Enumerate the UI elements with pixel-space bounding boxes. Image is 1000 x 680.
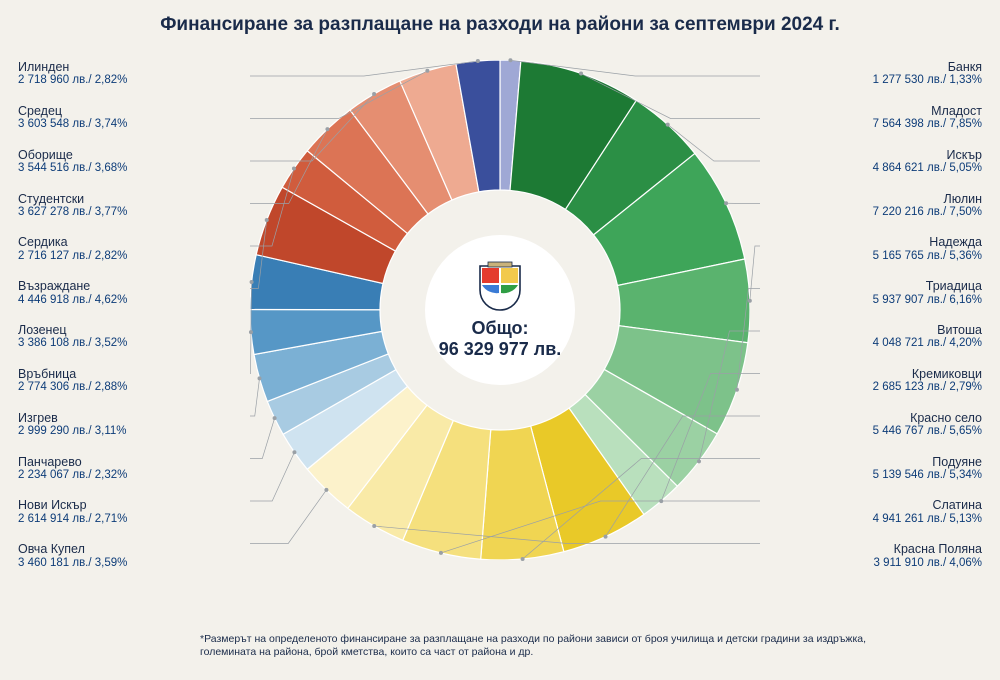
label-name: Нови Искър [18,498,248,512]
chart-title: Финансиране за разплащане на разходи на … [0,14,1000,36]
donut-chart: Общо: 96 329 977 лв. [250,60,750,560]
label-value: 2 716 127 лв./ 2,82% [18,250,248,263]
label-Триадица: Триадица5 937 907 лв./ 6,16% [752,279,982,307]
labels-right: Банкя1 277 530 лв./ 1,33% Младост7 564 39… [752,60,982,570]
total-value: 96 329 977 лв. [439,339,562,360]
label-name: Илинден [18,60,248,74]
label-value: 3 386 108 лв./ 3,52% [18,337,248,350]
label-value: 2 234 067 лв./ 2,32% [18,469,248,482]
label-name: Слатина [752,498,982,512]
label-name: Подуяне [752,455,982,469]
label-Възраждане: Възраждане4 446 918 лв./ 4,62% [18,279,248,307]
sofia-crest-icon [474,260,526,312]
label-name: Студентски [18,192,248,206]
label-value: 4 446 918 лв./ 4,62% [18,294,248,307]
total-label: Общо: [471,318,528,339]
label-Лозенец: Лозенец3 386 108 лв./ 3,52% [18,323,248,351]
label-name: Красно село [752,411,982,425]
label-value: 5 446 767 лв./ 5,65% [752,425,982,438]
label-value: 4 864 621 лв./ 5,05% [752,162,982,175]
labels-left: Илинден2 718 960 лв./ 2,82% Средец3 603 5… [18,60,248,570]
label-name: Красна Поляна [752,542,982,556]
label-name: Витоша [752,323,982,337]
label-name: Връбница [18,367,248,381]
label-value: 3 544 516 лв./ 3,68% [18,162,248,175]
label-name: Банкя [752,60,982,74]
label-Банкя: Банкя1 277 530 лв./ 1,33% [752,60,982,88]
label-Нови Искър: Нови Искър2 614 914 лв./ 2,71% [18,498,248,526]
label-Илинден: Илинден2 718 960 лв./ 2,82% [18,60,248,88]
label-value: 5 139 546 лв./ 5,34% [752,469,982,482]
label-Витоша: Витоша4 048 721 лв./ 4,20% [752,323,982,351]
chart-center: Общо: 96 329 977 лв. [425,235,575,385]
label-name: Младост [752,104,982,118]
label-Връбница: Връбница2 774 306 лв./ 2,88% [18,367,248,395]
label-value: 3 460 181 лв./ 3,59% [18,557,248,570]
label-Подуяне: Подуяне5 139 546 лв./ 5,34% [752,455,982,483]
label-Сердика: Сердика2 716 127 лв./ 2,82% [18,235,248,263]
label-value: 1 277 530 лв./ 1,33% [752,74,982,87]
label-Панчарево: Панчарево2 234 067 лв./ 2,32% [18,455,248,483]
label-name: Средец [18,104,248,118]
label-Изгрев: Изгрев2 999 290 лв./ 3,11% [18,411,248,439]
label-name: Изгрев [18,411,248,425]
label-name: Овча Купел [18,542,248,556]
label-Люлин: Люлин7 220 216 лв./ 7,50% [752,192,982,220]
label-Младост: Младост7 564 398 лв./ 7,85% [752,104,982,132]
label-value: 2 774 306 лв./ 2,88% [18,381,248,394]
label-Оборище: Оборище3 544 516 лв./ 3,68% [18,148,248,176]
label-value: 2 685 123 лв./ 2,79% [752,381,982,394]
label-value: 5 937 907 лв./ 6,16% [752,294,982,307]
label-name: Оборище [18,148,248,162]
label-name: Надежда [752,235,982,249]
label-value: 7 220 216 лв./ 7,50% [752,206,982,219]
label-value: 7 564 398 лв./ 7,85% [752,118,982,131]
label-value: 2 718 960 лв./ 2,82% [18,74,248,87]
label-value: 4 941 261 лв./ 5,13% [752,513,982,526]
label-Искър: Искър4 864 621 лв./ 5,05% [752,148,982,176]
footnote: *Размерът на определеното финансиране за… [200,633,900,660]
label-name: Искър [752,148,982,162]
label-name: Възраждане [18,279,248,293]
label-value: 3 911 910 лв./ 4,06% [752,557,982,570]
label-name: Сердика [18,235,248,249]
label-Средец: Средец3 603 548 лв./ 3,74% [18,104,248,132]
label-Слатина: Слатина4 941 261 лв./ 5,13% [752,498,982,526]
label-Красно село: Красно село5 446 767 лв./ 5,65% [752,411,982,439]
label-name: Панчарево [18,455,248,469]
label-Овча Купел: Овча Купел3 460 181 лв./ 3,59% [18,542,248,570]
label-value: 2 614 914 лв./ 2,71% [18,513,248,526]
label-Красна Поляна: Красна Поляна3 911 910 лв./ 4,06% [752,542,982,570]
label-value: 3 603 548 лв./ 3,74% [18,118,248,131]
label-Надежда: Надежда5 165 765 лв./ 5,36% [752,235,982,263]
label-Студентски: Студентски3 627 278 лв./ 3,77% [18,192,248,220]
label-value: 5 165 765 лв./ 5,36% [752,250,982,263]
label-name: Кремиковци [752,367,982,381]
label-value: 3 627 278 лв./ 3,77% [18,206,248,219]
label-Кремиковци: Кремиковци2 685 123 лв./ 2,79% [752,367,982,395]
label-value: 2 999 290 лв./ 3,11% [18,425,248,438]
label-name: Триадица [752,279,982,293]
label-value: 4 048 721 лв./ 4,20% [752,337,982,350]
label-name: Люлин [752,192,982,206]
label-name: Лозенец [18,323,248,337]
